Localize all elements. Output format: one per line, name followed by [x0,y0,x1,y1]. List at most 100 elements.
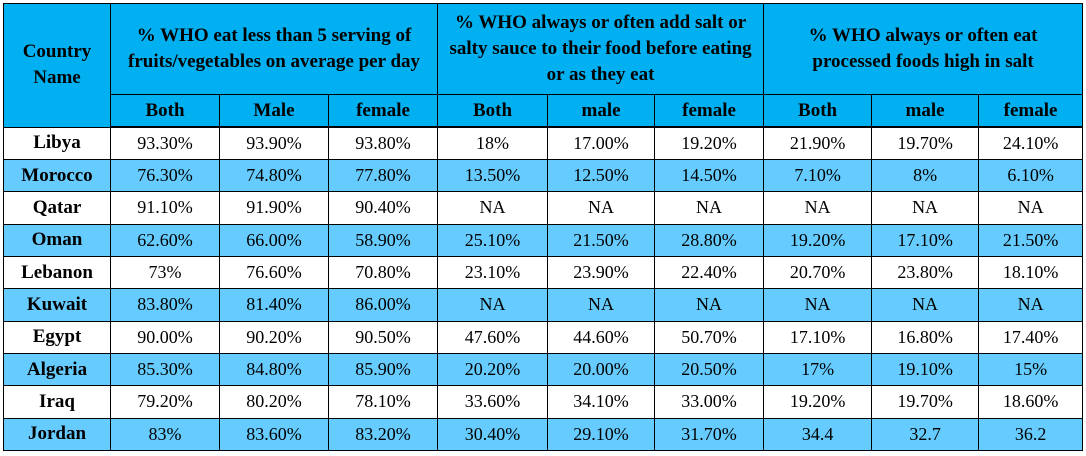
value-cell: 70.80% [327,255,439,290]
value-cell: 24.10% [978,126,1084,160]
value-cell: 20.50% [654,352,765,387]
country-name-cell: Libya [3,126,111,160]
value-cell: NA [654,191,765,225]
value-cell: 23.10% [437,255,549,290]
table-row: Egypt 90.00% 90.20% 90.50% 47.60% 44.60% 50.70… [3,320,1084,354]
value-cell: 20.70% [763,255,873,290]
country-name-cell: Jordan [3,417,111,452]
value-cell: 81.40% [219,288,329,322]
table-row: Libya 93.30% 93.90% 93.80% 18% 17.00% 19.20% 21… [3,126,1084,160]
group-header-add-salt: % WHO always or often add salt or salty … [437,3,765,95]
subheader-cell: male [871,94,980,128]
value-cell: 15% [978,352,1084,387]
value-cell: 85.30% [110,352,220,387]
value-cell: 19.20% [763,385,873,419]
header-row-subheaders: Both Male female Both male female Both m… [4,94,1084,128]
table-row: Oman 62.60% 66.00% 58.90% 25.10% 21.50% 28.80%… [3,223,1084,257]
value-cell: NA [763,288,873,322]
value-cell: 50.70% [654,320,765,354]
value-cell: 20.20% [437,352,549,387]
value-cell: 58.90% [327,223,439,257]
value-cell: 13.50% [437,158,549,193]
value-cell: 25.10% [437,223,549,257]
value-cell: NA [763,191,873,225]
value-cell: 22.40% [654,255,765,290]
header-row-groups: Country Name % WHO eat less than 5 servi… [3,3,1084,128]
subheader-cell: Both [110,94,220,128]
value-cell: 8% [871,158,980,193]
value-cell: 36.2 [978,417,1084,452]
value-cell: 74.80% [219,158,329,193]
value-cell: 90.20% [219,320,329,354]
value-cell: 34.4 [763,417,873,452]
value-cell: 76.60% [219,255,329,290]
value-cell: 86.00% [327,288,439,322]
value-cell: 32.7 [871,417,980,452]
value-cell: 20.00% [547,352,656,387]
value-cell: 90.50% [327,320,439,354]
subheader-cell: male [547,94,656,128]
value-cell: NA [978,191,1084,225]
value-cell: 66.00% [219,223,329,257]
value-cell: 44.60% [547,320,656,354]
value-cell: 33.60% [437,385,549,419]
value-cell: NA [871,288,980,322]
value-cell: 62.60% [110,223,220,257]
table-row: Jordan 83% 83.60% 83.20% 30.40% 29.10% 31.70% 3… [3,417,1084,452]
table-row: Kuwait 83.80% 81.40% 86.00% NA NA NA NA NA NA [3,288,1084,322]
country-name-cell: Egypt [3,320,111,354]
country-name-cell: Kuwait [3,288,111,322]
table-row: Algeria 85.30% 84.80% 85.90% 20.20% 20.00% 20.… [3,352,1084,387]
value-cell: 17.10% [871,223,980,257]
value-cell: 19.70% [871,385,980,419]
subheader-cell: female [978,94,1084,128]
group-header-fruits-vegetables: % WHO eat less than 5 serving of fruits/… [109,3,439,95]
value-cell: 83.20% [327,417,439,452]
country-name-cell: Oman [3,223,111,257]
value-cell: 83.80% [110,288,220,322]
value-cell: NA [871,191,980,225]
value-cell: 73% [110,255,220,290]
value-cell: 29.10% [547,417,656,452]
value-cell: 6.10% [978,158,1084,193]
value-cell: 30.40% [437,417,549,452]
value-cell: 83.60% [219,417,329,452]
value-cell: 76.30% [110,158,220,193]
value-cell: NA [654,288,765,322]
value-cell: 47.60% [437,320,549,354]
value-cell: 18.10% [978,255,1084,290]
value-cell: NA [437,191,549,225]
value-cell: 84.80% [219,352,329,387]
value-cell: 80.20% [219,385,329,419]
value-cell: 91.10% [110,191,220,225]
value-cell: 17.00% [547,126,656,160]
subheader-cell: female [327,94,439,128]
value-cell: NA [547,191,656,225]
value-cell: 77.80% [327,158,439,193]
country-name-cell: Lebanon [3,255,111,290]
value-cell: 85.90% [327,352,439,387]
value-cell: 12.50% [547,158,656,193]
subheader-cell: Both [763,94,873,128]
value-cell: 17.40% [978,320,1084,354]
value-cell: NA [547,288,656,322]
value-cell: 21.50% [547,223,656,257]
table-row: Lebanon 73% 76.60% 70.80% 23.10% 23.90% 22.40%… [3,255,1084,290]
value-cell: NA [978,288,1084,322]
value-cell: 19.10% [871,352,980,387]
value-cell: 14.50% [654,158,765,193]
table-body: Libya 93.30% 93.90% 93.80% 18% 17.00% 19.20% 21… [3,126,1084,452]
country-name-header: Country Name [3,3,111,128]
value-cell: 18% [437,126,549,160]
value-cell: 7.10% [763,158,873,193]
subheader-cell: Both [437,94,549,128]
value-cell: 23.90% [547,255,656,290]
country-name-cell: Morocco [3,158,111,193]
group-header-processed-foods: % WHO always or often eat processed food… [763,3,1084,95]
country-name-cell: Algeria [3,352,111,387]
value-cell: 23.80% [871,255,980,290]
value-cell: 16.80% [871,320,980,354]
value-cell: 33.00% [654,385,765,419]
value-cell: 19.20% [763,223,873,257]
country-name-cell: Qatar [3,191,111,225]
